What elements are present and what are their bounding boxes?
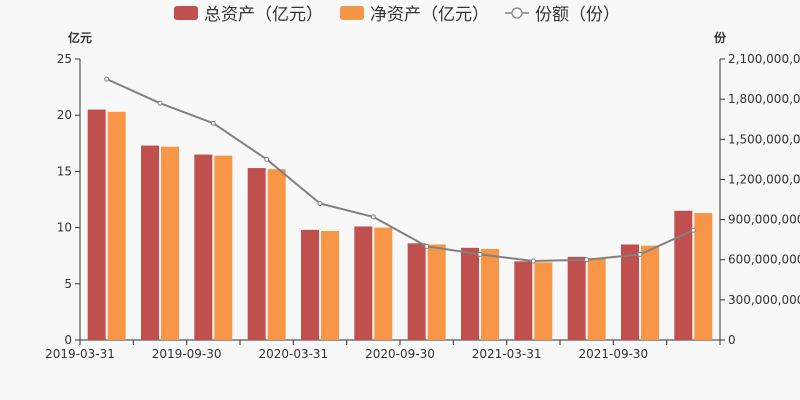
left-axis-unit: 亿元 (68, 30, 92, 45)
total-assets-bar (461, 247, 479, 340)
net-assets-bar (427, 244, 446, 340)
legend-net-assets-swatch (340, 6, 364, 20)
legend-shares-label: 份额（份） (535, 5, 620, 25)
right-tick-label: 600,000,000 (728, 253, 800, 267)
shares-point (264, 156, 270, 162)
total-assets-bar (141, 145, 159, 340)
right-tick-label: 2,100,000,000 (728, 52, 800, 66)
line-series (104, 76, 696, 264)
x-tick-label: 2021-03-31 (472, 347, 542, 361)
total-assets-bar (87, 109, 106, 340)
net-assets-bar (374, 227, 393, 340)
left-tick-label: 0 (64, 333, 72, 347)
total-assets-bar (194, 154, 213, 340)
right-tick-label: 1,200,000,000 (728, 172, 800, 186)
shares-point (530, 258, 536, 264)
x-tick-label: 2020-09-30 (365, 347, 435, 361)
total-assets-bar (514, 261, 533, 340)
legend-net-assets-label: 净资产（亿元） (370, 5, 489, 25)
left-tick-label: 25 (57, 52, 72, 66)
x-tick-label: 2020-03-31 (258, 347, 328, 361)
total-assets-bar (674, 210, 693, 340)
shares-line (106, 78, 694, 263)
total-assets-bar (407, 243, 426, 340)
right-tick-label: 300,000,000 (728, 293, 800, 307)
shares-point (370, 214, 376, 220)
shares-point (317, 201, 323, 207)
left-tick-label: 5 (64, 277, 72, 291)
x-axis: 2019-03-31 2019-09-30 2020-03-31 2020-09-30… (45, 339, 721, 361)
net-assets-bar (587, 257, 606, 340)
net-assets-bar (481, 248, 499, 340)
net-assets-bar (694, 212, 713, 340)
net-assets-bar (214, 155, 233, 340)
shares-point (690, 227, 696, 233)
left-tick-label: 10 (57, 221, 72, 235)
total-assets-bar (567, 256, 586, 340)
legend: 总资产（亿元） 净资产（亿元） 份额（份） (174, 5, 620, 25)
left-tick-label: 20 (57, 108, 72, 122)
shares-point (210, 120, 216, 126)
total-assets-bar (247, 168, 266, 340)
net-assets-bar (107, 111, 126, 340)
net-assets-bar (321, 230, 339, 340)
right-axis: 0 300,000,000 600,000,000 900,000,000 1,200,… (719, 52, 800, 347)
shares-point (104, 76, 110, 82)
left-tick-label: 15 (57, 164, 72, 178)
right-tick-label: 1,800,000,000 (728, 92, 800, 106)
shares-point (584, 257, 590, 263)
x-tick-label: 2019-09-30 (152, 347, 222, 361)
total-assets-bar (354, 226, 373, 340)
shares-point (424, 243, 430, 249)
net-assets-bar (267, 169, 286, 340)
right-axis-unit: 份 (714, 30, 727, 45)
right-tick-label: 900,000,000 (728, 213, 800, 227)
shares-point (157, 100, 163, 106)
legend-total-assets-label: 总资产（亿元） (204, 5, 323, 25)
x-tick-label: 2021-09-30 (578, 347, 648, 361)
net-assets-bar (161, 146, 179, 340)
total-assets-bar (301, 229, 319, 340)
legend-shares-marker (511, 7, 523, 19)
net-assets-bar (534, 262, 553, 340)
bar-series (87, 109, 713, 340)
x-tick-label: 2019-03-31 (45, 347, 115, 361)
right-tick-label: 0 (728, 333, 736, 347)
right-tick-label: 1,500,000,000 (728, 132, 800, 146)
net-assets-bar (641, 245, 659, 340)
total-assets-bar (621, 244, 639, 340)
shares-point (637, 251, 643, 257)
left-axis: 0 5 10 15 20 25 (57, 52, 81, 347)
shares-point (477, 251, 483, 257)
legend-total-assets-swatch (174, 6, 198, 20)
